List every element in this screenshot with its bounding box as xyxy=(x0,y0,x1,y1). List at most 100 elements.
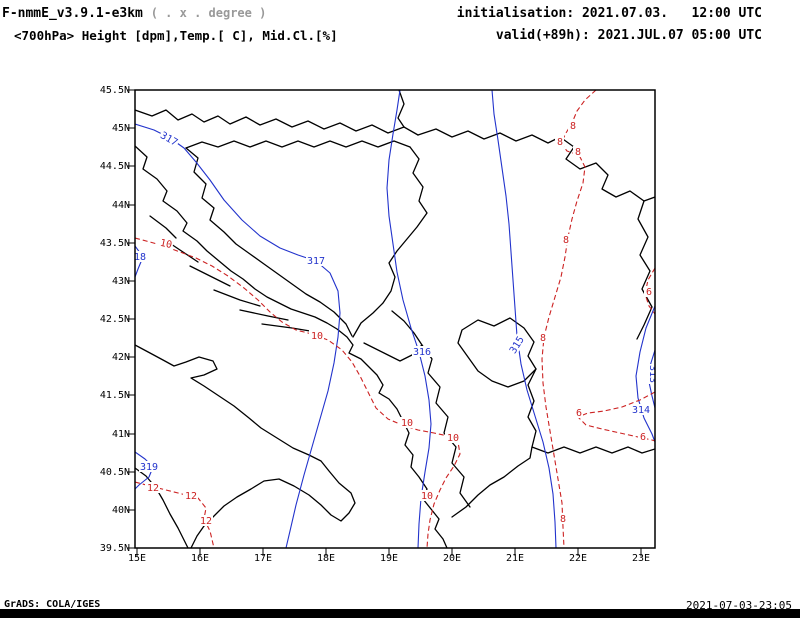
height-contours xyxy=(135,90,655,548)
temp-label: 6 xyxy=(644,286,653,298)
lat-label: 44.5N xyxy=(100,161,130,172)
map-content: 317 317 318 316 315 314 313 319 10 10 10… xyxy=(128,90,658,548)
temp-label: 10 xyxy=(309,330,324,342)
svg-text:12: 12 xyxy=(200,516,212,527)
resolution-note: ( . x . degree ) xyxy=(150,6,267,20)
height-label: 315 xyxy=(506,333,527,357)
lat-label: 40.5N xyxy=(100,467,130,478)
lon-label: 16E xyxy=(191,553,209,564)
svg-text:10: 10 xyxy=(447,433,459,444)
height-label: 319 xyxy=(139,461,159,473)
temp-label: 10 xyxy=(419,490,434,502)
border-bosnia-west xyxy=(185,147,353,337)
border-bosnia-east-drina xyxy=(352,146,428,338)
svg-text:317: 317 xyxy=(307,256,325,267)
lat-label: 43N xyxy=(112,276,130,287)
lon-label: 18E xyxy=(317,553,335,564)
height-contour-316 xyxy=(386,90,432,548)
model-title: F-nmmE_v3.9.1-e3km xyxy=(2,6,143,21)
border-top-edge-stub xyxy=(397,90,405,128)
svg-text:314: 314 xyxy=(632,405,650,416)
height-label: 314 xyxy=(631,404,651,416)
temp-label: 8 xyxy=(538,332,547,344)
lat-label: 45.5N xyxy=(100,85,130,96)
lat-label: 43.5N xyxy=(100,238,130,249)
temp-contour-labels: 10 10 10 10 10 8 8 8 8 8 8 6 6 6 12 12 1… xyxy=(145,120,653,527)
temp-contour-10 xyxy=(135,237,461,548)
lon-label: 17E xyxy=(254,553,272,564)
lat-label: 41N xyxy=(112,429,130,440)
lon-label: 23E xyxy=(632,553,650,564)
height-label: 313 xyxy=(647,364,658,384)
svg-text:10: 10 xyxy=(401,418,413,429)
svg-text:6: 6 xyxy=(646,287,652,298)
initialisation-time: initialisation: 2021.07.03. 12:00 UTC xyxy=(456,6,762,21)
svg-text:10: 10 xyxy=(311,331,323,342)
lat-label: 39.5N xyxy=(100,543,130,554)
svg-text:313: 313 xyxy=(647,365,658,383)
lat-label: 44N xyxy=(112,200,130,211)
height-contour-315 xyxy=(491,90,557,548)
svg-text:6: 6 xyxy=(640,432,646,443)
svg-text:10: 10 xyxy=(159,238,173,251)
coastline-italy-east xyxy=(135,344,356,548)
svg-text:8: 8 xyxy=(575,147,581,158)
lat-label: 42.5N xyxy=(100,314,130,325)
temp-label: 6 xyxy=(638,431,647,443)
svg-text:8: 8 xyxy=(560,514,566,525)
border-bosnia-north xyxy=(185,140,411,149)
temperature-contours xyxy=(135,90,655,548)
temp-label: 10 xyxy=(445,432,460,444)
temp-label: 6 xyxy=(574,407,583,419)
temp-label: 12 xyxy=(198,515,213,527)
temp-contour-8 xyxy=(541,90,597,548)
height-contour-314 xyxy=(635,305,655,443)
lat-label: 41.5N xyxy=(100,390,130,401)
lon-label: 19E xyxy=(380,553,398,564)
model-title-line: F-nmmE_v3.9.1-e3km ( . x . degree ) xyxy=(2,6,266,21)
lon-label: 22E xyxy=(569,553,587,564)
lon-label: 20E xyxy=(443,553,461,564)
border-north-east xyxy=(417,128,655,202)
temp-label: 8 xyxy=(561,234,570,246)
border-macedonia xyxy=(527,368,655,454)
svg-text:12: 12 xyxy=(147,483,159,494)
svg-text:319: 319 xyxy=(140,462,158,473)
coastline-east-adriatic xyxy=(135,145,448,548)
window-bottom-bar xyxy=(0,609,800,618)
svg-text:8: 8 xyxy=(540,333,546,344)
svg-text:10: 10 xyxy=(421,491,433,502)
temp-label: 8 xyxy=(573,146,582,158)
temp-label: 8 xyxy=(558,513,567,525)
height-label: 317 xyxy=(306,255,326,267)
border-albania-east xyxy=(421,344,471,508)
lat-label: 42N xyxy=(112,352,130,363)
valid-time: valid(+89h): 2021.JUL.07 05:00 UTC xyxy=(495,28,762,43)
svg-text:8: 8 xyxy=(570,121,576,132)
height-label: 316 xyxy=(412,346,432,358)
svg-text:316: 316 xyxy=(413,347,431,358)
coastlines-and-borders xyxy=(135,90,655,548)
height-contour-317 xyxy=(135,123,341,548)
border-north-west xyxy=(135,109,419,136)
temp-label: 8 xyxy=(568,120,577,132)
coastline-italy-west xyxy=(135,467,189,548)
border-serbia-bulgaria xyxy=(636,200,653,340)
height-label: 318 xyxy=(128,251,147,263)
svg-text:12: 12 xyxy=(185,491,197,502)
lat-ticks xyxy=(127,89,135,549)
grads-credit: GrADS: COLA/IGES xyxy=(4,599,101,610)
lon-label: 15E xyxy=(128,553,146,564)
height-label: 317 xyxy=(157,128,181,149)
temp-label: 10 xyxy=(157,236,175,251)
temp-label: 8 xyxy=(555,136,564,148)
plot-frame xyxy=(134,89,656,549)
temp-label: 12 xyxy=(183,490,198,502)
border-greece-albania xyxy=(451,446,533,518)
svg-text:8: 8 xyxy=(557,137,563,148)
lon-ticks xyxy=(136,548,642,556)
svg-text:318: 318 xyxy=(128,252,146,263)
lat-label: 45N xyxy=(112,123,130,134)
